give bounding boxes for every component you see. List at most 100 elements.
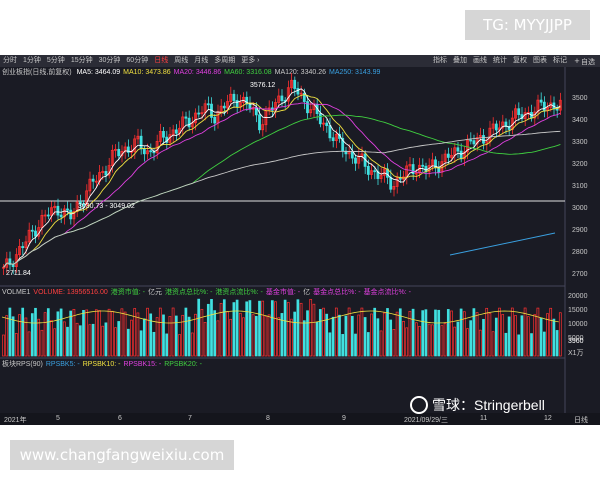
- volume-bar: [491, 331, 495, 357]
- volume-bar: [341, 334, 345, 357]
- candlestick-chart[interactable]: [0, 55, 600, 425]
- candle-body: [334, 133, 338, 142]
- volume-bar: [37, 318, 41, 357]
- volume-bar: [69, 310, 73, 357]
- tool-button[interactable]: 统计: [493, 57, 507, 64]
- add-watchlist-button[interactable]: +自选: [574, 56, 595, 66]
- volume-bar: [427, 323, 431, 357]
- volume-bar: [270, 300, 274, 357]
- timeframe-tab[interactable]: 更多 ›: [241, 57, 260, 64]
- volume-ma-line: [1, 310, 559, 324]
- volume-bar: [235, 299, 239, 357]
- volume-bar: [267, 314, 271, 357]
- candle-body: [91, 178, 95, 182]
- timeframe-tab[interactable]: 30分钟: [98, 57, 121, 64]
- volume-bar: [296, 299, 300, 357]
- timeframe-tab[interactable]: 周线: [174, 57, 189, 64]
- volume-bar: [75, 322, 79, 357]
- candle-body: [446, 153, 450, 158]
- tool-button[interactable]: 画线: [473, 57, 487, 64]
- volume-bar: [149, 313, 153, 357]
- volume-bar: [123, 311, 127, 357]
- volume-legend: VOLME1 VOLUME: 13956516.00 港资市值: - 亿元 港资点总比%…: [2, 288, 414, 298]
- price-tick-label: 3400: [572, 117, 588, 124]
- volume-bar: [462, 311, 466, 357]
- candle-body: [117, 148, 121, 157]
- x-tick-label: 2021/09/29/三: [404, 417, 448, 424]
- volume-bar: [277, 317, 281, 357]
- site-url[interactable]: www.changfangweixiu.com: [10, 440, 234, 470]
- timeframe-tab[interactable]: 60分钟: [126, 57, 149, 64]
- tool-button[interactable]: 指标: [433, 57, 447, 64]
- tool-button[interactable]: 图表: [533, 57, 547, 64]
- volume-bar: [194, 313, 197, 357]
- volume-bar: [62, 321, 66, 357]
- volume-bar: [552, 318, 556, 357]
- volume-bar: [501, 314, 505, 357]
- volume-bar: [507, 316, 511, 357]
- tool-button[interactable]: 标记: [553, 57, 567, 64]
- volume-bar: [178, 334, 181, 357]
- legend-item: 基金点总比%: -: [313, 289, 361, 296]
- x-tick-label: 8: [266, 415, 270, 422]
- candle-body: [354, 157, 357, 164]
- volume-bar: [312, 303, 316, 357]
- volume-bar: [546, 313, 549, 357]
- timeframe-tab[interactable]: 月线: [194, 57, 209, 64]
- timeframe-tab[interactable]: 分时: [3, 57, 17, 64]
- tool-button[interactable]: 复权: [513, 57, 527, 64]
- candle-body: [411, 164, 415, 175]
- volume-bar: [331, 316, 335, 357]
- volume-bar: [510, 307, 514, 357]
- candle-body: [8, 258, 12, 266]
- plus-icon: +: [574, 56, 580, 66]
- legend-item: MA250: 3143.99: [328, 69, 381, 76]
- legend-item: 港资市值: -: [110, 289, 145, 296]
- volume-bar: [382, 312, 386, 357]
- volume-bar: [46, 308, 50, 357]
- candle-body: [21, 246, 25, 249]
- timeframe-tab[interactable]: 1分钟: [23, 57, 41, 64]
- volume-bar: [203, 322, 207, 357]
- volume-bar: [242, 317, 245, 357]
- volume-bar: [248, 300, 252, 357]
- candle-body: [149, 150, 153, 153]
- volume-bar: [347, 307, 351, 357]
- candle-body: [174, 129, 178, 134]
- volume-bar: [453, 326, 457, 357]
- candle-body: [296, 88, 300, 95]
- candle-body: [558, 99, 562, 111]
- candle-body: [197, 112, 201, 115]
- volume-bar: [14, 333, 18, 357]
- timeframe-tab[interactable]: 5分钟: [46, 57, 65, 64]
- volume-bar: [446, 309, 450, 357]
- legend-item: 亿: [303, 289, 311, 296]
- volume-bar: [536, 307, 540, 357]
- volume-bar: [459, 308, 463, 357]
- candle-body: [331, 137, 335, 142]
- timeframe-tab[interactable]: 15分钟: [70, 57, 93, 64]
- chart-terminal: 分时 1分钟 5分钟 15分钟 30分钟 60分钟 日线 周线 月线 多周期 更多 › 指标 叠加 画线…: [0, 55, 600, 425]
- volume-bar: [261, 300, 265, 357]
- candle-body: [293, 79, 297, 89]
- candle-body: [101, 171, 105, 173]
- volume-bar: [338, 314, 341, 357]
- candle-body: [206, 103, 210, 106]
- volume-bar: [306, 310, 309, 357]
- candle-body: [472, 140, 476, 145]
- volume-bar: [555, 330, 559, 357]
- candle-body: [158, 131, 162, 142]
- volume-bar: [24, 317, 28, 357]
- volume-bar: [402, 320, 405, 357]
- timeframe-tab[interactable]: 多周期: [214, 57, 236, 64]
- candle-body: [11, 264, 15, 268]
- candle-body: [306, 101, 309, 114]
- x-tick-label: 5: [56, 415, 60, 422]
- legend-item: MA20: 3446.86: [173, 69, 222, 76]
- volume-bar: [254, 315, 258, 357]
- timeframe-tab[interactable]: 日线: [154, 57, 169, 64]
- tool-button[interactable]: 叠加: [453, 57, 467, 64]
- volume-bar: [386, 308, 389, 357]
- volume-bar: [418, 325, 421, 357]
- volume-bar: [363, 317, 367, 357]
